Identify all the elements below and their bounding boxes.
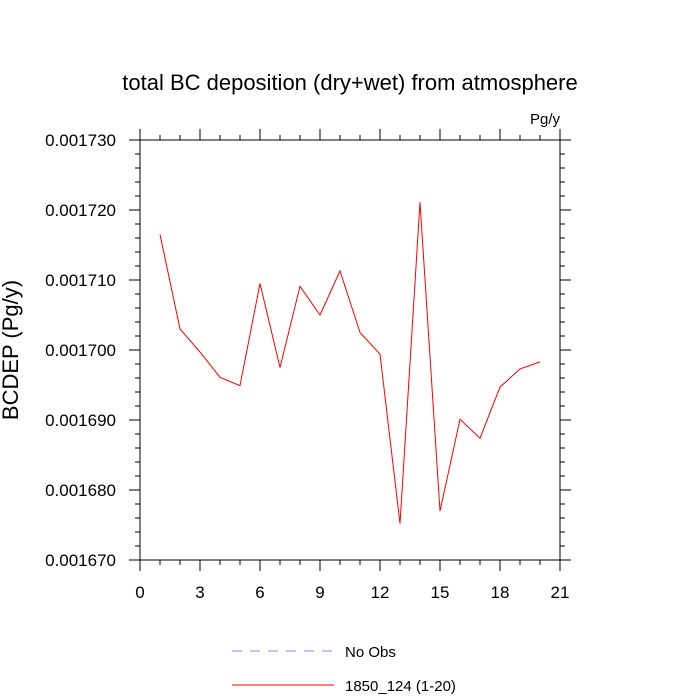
- chart-title: total BC deposition (dry+wet) from atmos…: [122, 70, 577, 95]
- x-tick-label: 0: [135, 583, 144, 602]
- x-tick-label: 15: [431, 583, 450, 602]
- y-tick-label: 0.001710: [45, 271, 116, 290]
- legend-label: No Obs: [345, 644, 396, 661]
- plot-frame: [139, 139, 561, 561]
- y-tick-label: 0.001680: [45, 481, 116, 500]
- x-tick-label: 9: [315, 583, 324, 602]
- y-tick-label: 0.001690: [45, 411, 116, 430]
- series-group: [159, 202, 541, 524]
- y-tick-label: 0.001720: [45, 201, 116, 220]
- y-tick-label: 0.001730: [45, 131, 116, 150]
- x-tick-label: 3: [195, 583, 204, 602]
- series-line: [159, 202, 541, 524]
- x-tick-label: 6: [255, 583, 264, 602]
- legend: No Obs 1850_124 (1-20): [232, 644, 456, 695]
- y-tick-label: 0.001670: [45, 551, 116, 570]
- units-label: Pg/y: [530, 111, 561, 128]
- axis-ticks: [129, 129, 571, 571]
- x-tick-label: 12: [371, 583, 390, 602]
- y-axis-label: BCDEP (Pg/y): [0, 280, 23, 420]
- x-tick-label: 18: [491, 583, 510, 602]
- y-tick-labels: 0.001670 0.001680 0.001690 0.001700 0.001710…: [45, 131, 116, 570]
- x-tick-label: 21: [551, 583, 570, 602]
- x-tick-labels: 0 3 6 9 12 15 18 21: [135, 583, 569, 602]
- legend-label: 1850_124 (1-20): [345, 678, 456, 695]
- y-tick-label: 0.001700: [45, 341, 116, 360]
